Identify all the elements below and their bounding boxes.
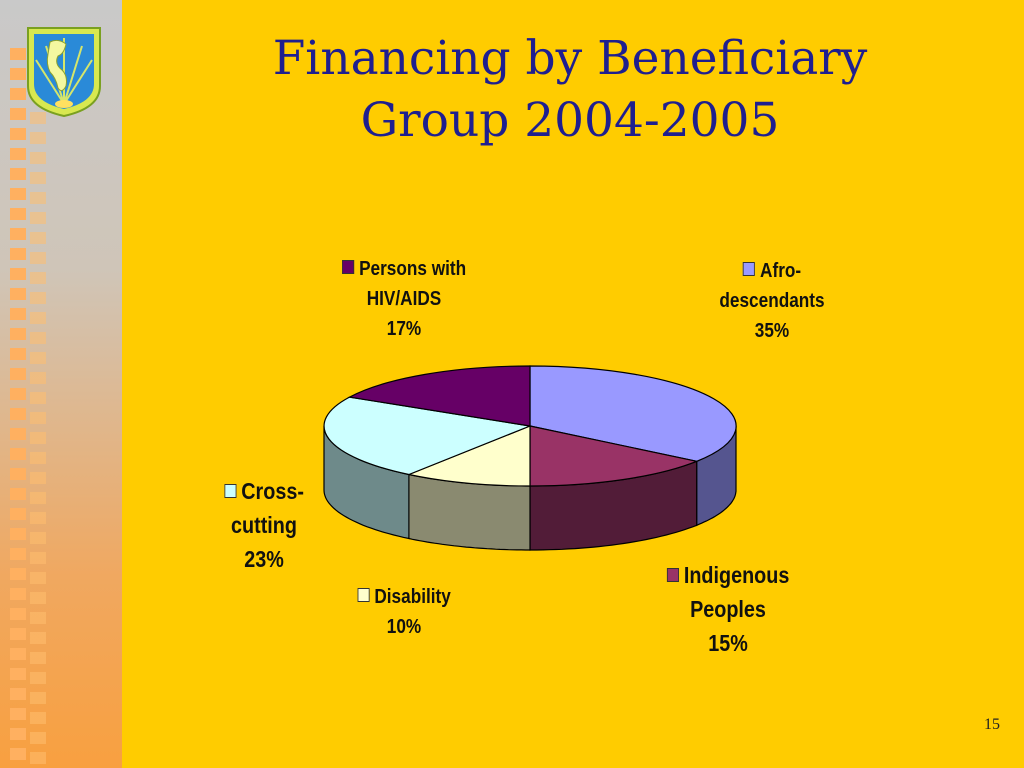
pie-slice-1 <box>529 425 699 487</box>
pie-label-text: Afro- <box>760 260 802 282</box>
pie-label-percent-4: 17% <box>386 318 422 340</box>
pie-label-text: HIV/AIDS <box>366 288 442 310</box>
pie-label-4-line-0: Persons with <box>318 254 490 284</box>
pie-label-percent-3: 23% <box>244 546 284 572</box>
pie-slice-3 <box>323 396 533 476</box>
pie-label-text: Indigenous <box>683 562 790 588</box>
pie-label-2: Disability 10% <box>318 582 490 642</box>
pie-slice-0 <box>529 365 737 462</box>
slide-title: Financing by Beneficiary Group 2004-2005 <box>190 28 950 152</box>
pie-label-text: descendants <box>719 290 825 312</box>
band-square-pattern-secondary <box>30 112 46 768</box>
pie-label-1: Indigenous Peoples 15% <box>642 558 814 660</box>
legend-key-1 <box>666 568 679 582</box>
pie-label-text: Persons with <box>359 258 467 280</box>
legend-key-0 <box>742 262 755 276</box>
pie-label-2-line-0: Disability <box>318 582 490 612</box>
pie-label-text: Cross- <box>241 478 304 504</box>
pie-label-3-line-1: cutting <box>178 508 350 542</box>
legend-key-4 <box>341 260 354 274</box>
pie-label-3-line-0: Cross- <box>178 474 350 508</box>
pie-slice-2 <box>406 425 531 487</box>
pie-label-percent-1: 15% <box>708 630 748 656</box>
pie-label-1-line-1: Peoples <box>642 592 814 626</box>
slide-title-line-1: Financing by Beneficiary <box>272 31 868 86</box>
left-decorative-band <box>0 0 122 768</box>
pie-label-text: Peoples <box>690 596 766 622</box>
page-number: 15 <box>984 716 1000 733</box>
pie-label-text: cutting <box>231 512 297 538</box>
slide-title-line-2: Group 2004-2005 <box>360 93 780 148</box>
pie-slice-4 <box>347 365 531 427</box>
pie-label-0: Afro-descendants 35% <box>686 256 858 346</box>
pie-label-text: Disability <box>374 586 451 608</box>
pie-label-percent-2: 10% <box>386 616 422 638</box>
pie-label-1-line-0: Indigenous <box>642 558 814 592</box>
pie-label-4: Persons with HIV/AIDS 17% <box>318 254 490 344</box>
pie-label-0-line-0: Afro- <box>686 256 858 286</box>
band-square-pattern <box>10 48 26 768</box>
legend-key-2 <box>357 588 370 602</box>
pie-label-3: Cross-cutting 23% <box>178 474 350 576</box>
pie-label-percent-0: 35% <box>754 320 790 342</box>
americas-globe-logo-icon <box>27 27 101 118</box>
pie-label-0-line-1: descendants <box>686 286 858 316</box>
pie-label-4-line-1: HIV/AIDS <box>318 284 490 314</box>
legend-key-3 <box>224 484 237 498</box>
